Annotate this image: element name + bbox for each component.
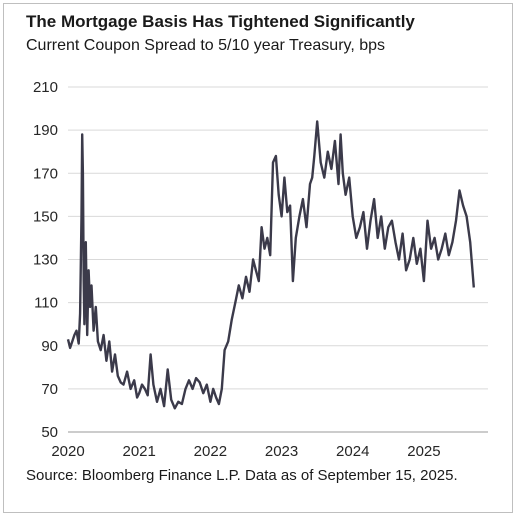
x-tick-label: 2021 bbox=[122, 443, 155, 460]
x-tick-label: 2025 bbox=[407, 443, 440, 460]
y-tick-label: 210 bbox=[33, 79, 58, 96]
x-axis-ticks: 2020 2021 2022 2023 2024 2025 bbox=[51, 443, 440, 460]
y-tick-label: 70 bbox=[41, 381, 58, 398]
y-tick-label: 50 bbox=[41, 424, 58, 441]
series-layer bbox=[66, 120, 475, 410]
y-tick-label: 110 bbox=[34, 295, 58, 312]
y-axis-ticks: 50 70 90 110 130 150 170 190 210 bbox=[33, 79, 58, 441]
y-tick-label: 90 bbox=[41, 338, 58, 355]
y-tick-label: 190 bbox=[33, 122, 58, 139]
y-tick-label: 150 bbox=[33, 208, 58, 225]
chart-frame bbox=[3, 3, 513, 513]
series-line bbox=[66, 120, 475, 410]
y-tick-label: 130 bbox=[33, 252, 58, 269]
chart-title: The Mortgage Basis Has Tightened Signifi… bbox=[26, 12, 415, 31]
source-note: Source: Bloomberg Finance L.P. Data as o… bbox=[26, 467, 458, 484]
y-tick-label: 170 bbox=[33, 165, 58, 182]
x-tick-label: 2024 bbox=[336, 443, 369, 460]
chart-subtitle: Current Coupon Spread to 5/10 year Treas… bbox=[26, 37, 386, 54]
x-tick-label: 2022 bbox=[194, 443, 227, 460]
x-tick-label: 2020 bbox=[51, 443, 84, 460]
x-tick-label: 2023 bbox=[265, 443, 298, 460]
